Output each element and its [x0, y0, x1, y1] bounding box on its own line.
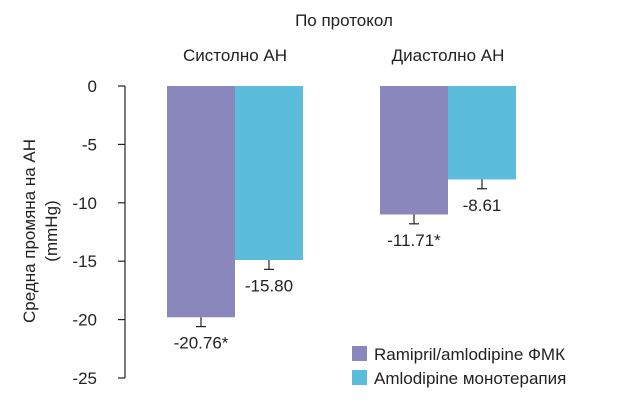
y-tick-label: -10: [72, 194, 97, 213]
legend-label: Amlodipine монотерапия: [374, 369, 566, 388]
category-label: Диастолно АН: [392, 46, 505, 65]
data-label: -8.61: [463, 196, 502, 215]
data-label: -15.80: [245, 276, 293, 295]
legend: Ramipril/amlodipine ФМК Amlodipine моноте…: [352, 345, 566, 388]
y-tick-label: -20: [72, 311, 97, 330]
legend-swatch: [352, 370, 367, 385]
category-labels: Систолно АН Диастолно АН: [183, 46, 504, 65]
y-axis-label-line: (mmHg): [42, 200, 61, 261]
y-axis-label-line: Средна промяна на АН: [20, 139, 39, 323]
bar: [380, 86, 448, 214]
category-label: Систолно АН: [183, 46, 287, 65]
legend-swatch: [352, 346, 367, 361]
data-label: -11.71*: [387, 231, 441, 250]
bar: [235, 86, 303, 260]
y-axis-label: Средна промяна на АН (mmHg): [20, 139, 61, 323]
data-label: -20.76*: [174, 334, 229, 353]
y-axis-ticks: 0 -5 -10 -15 -20 -25: [72, 77, 125, 388]
bar: [448, 86, 516, 179]
y-tick-label: -15: [72, 252, 97, 271]
y-tick-label: 0: [88, 77, 97, 96]
y-tick-label: -5: [82, 135, 97, 154]
bar: [167, 86, 235, 317]
y-tick-label: -25: [72, 369, 97, 388]
legend-label: Ramipril/amlodipine ФМК: [374, 345, 565, 364]
chart-title: По протокол: [295, 11, 393, 30]
